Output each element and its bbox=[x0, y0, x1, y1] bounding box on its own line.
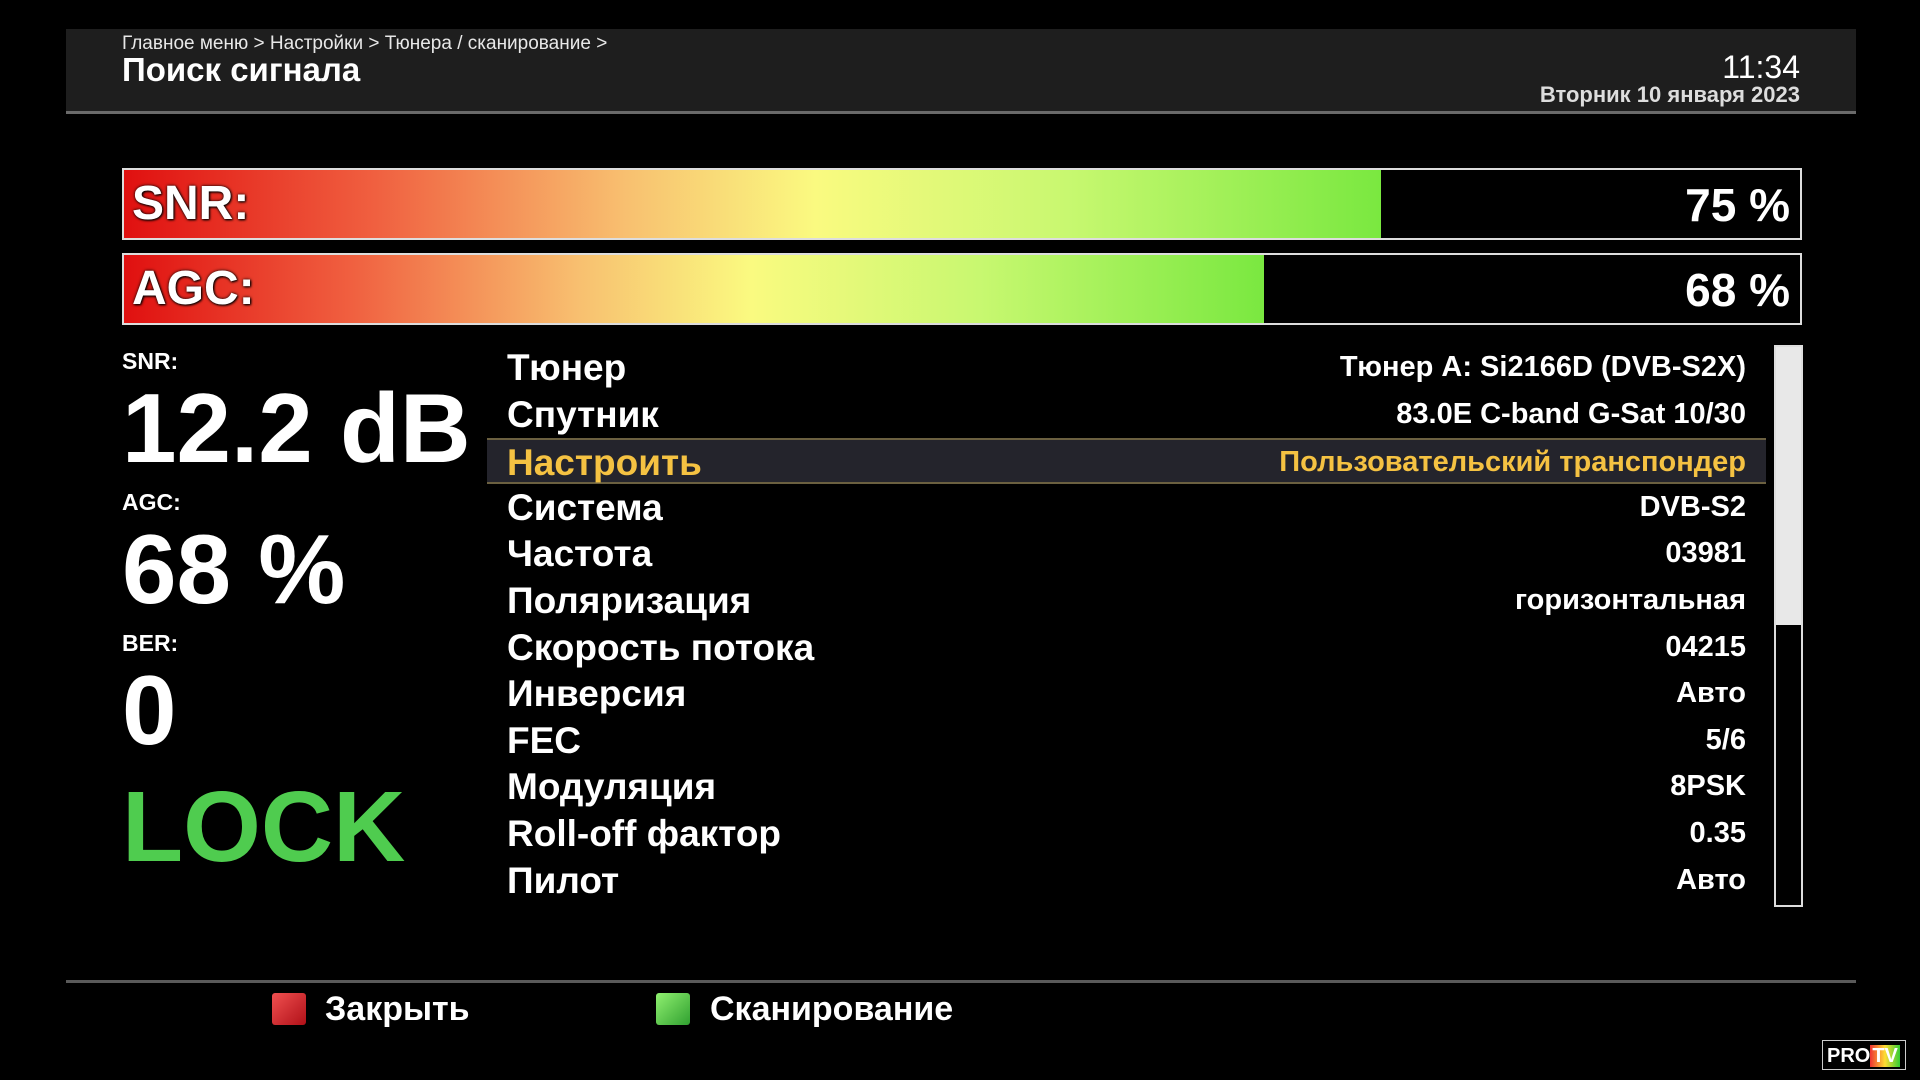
agc-bar-value: 68 % bbox=[1685, 264, 1790, 316]
snr-bar: SNR: 75 % bbox=[122, 168, 1802, 240]
snr-bar-label: SNR: bbox=[132, 177, 250, 230]
setting-label: Поляризация bbox=[507, 580, 752, 621]
setting-row[interactable]: Модуляция 8PSK bbox=[487, 764, 1766, 810]
setting-value: 5/6 bbox=[1705, 723, 1746, 756]
setting-row[interactable]: Roll-off фактор 0.35 bbox=[487, 811, 1766, 857]
setting-row[interactable]: Инверсия Авто bbox=[487, 671, 1766, 717]
header-bar: Главное меню > Настройки > Тюнера / скан… bbox=[66, 29, 1856, 114]
setting-value: 03981 bbox=[1665, 537, 1746, 570]
setting-row[interactable]: Настроить Пользовательский транспондер bbox=[487, 438, 1766, 485]
snr-bar-fill bbox=[124, 170, 1381, 238]
ber-value: 0 bbox=[122, 655, 177, 765]
setting-value: Авто bbox=[1676, 863, 1746, 896]
snr-value: 12.2 dB bbox=[122, 373, 471, 483]
clock-time: 11:34 bbox=[1722, 49, 1800, 85]
setting-value: Пользовательский транспондер bbox=[1279, 446, 1746, 479]
watermark-logo: PRO TV bbox=[1822, 1040, 1906, 1070]
red-key-icon bbox=[272, 993, 306, 1025]
agc-bar: AGC: 68 % bbox=[122, 253, 1802, 325]
green-key-icon bbox=[656, 993, 690, 1025]
scrollbar-thumb[interactable] bbox=[1776, 347, 1801, 625]
agc-bar-fill bbox=[124, 255, 1264, 323]
setting-label: Модуляция bbox=[507, 766, 717, 808]
setting-label: Инверсия bbox=[507, 673, 687, 715]
setting-value: Авто bbox=[1676, 677, 1746, 710]
setting-value: горизонтальная bbox=[1514, 584, 1746, 616]
breadcrumb: Главное меню > Настройки > Тюнера / скан… bbox=[122, 33, 608, 54]
ber-label: BER: bbox=[122, 630, 179, 656]
agc-label: AGC: bbox=[122, 489, 181, 515]
setting-label: Пилот bbox=[507, 859, 620, 901]
setting-row[interactable]: Пилот Авто bbox=[487, 858, 1766, 904]
setting-value: 04215 bbox=[1665, 630, 1746, 663]
lock-status: LOCK bbox=[122, 771, 406, 883]
setting-row[interactable]: Скорость потока 04215 bbox=[487, 625, 1766, 671]
setting-label: Roll-off фактор bbox=[507, 813, 782, 854]
setting-value: Тюнер A: Si2166D (DVB-S2X) bbox=[1339, 351, 1746, 383]
setting-label: Система bbox=[507, 486, 663, 528]
setting-row[interactable]: Поляризация горизонтальная bbox=[487, 578, 1766, 624]
setting-row[interactable]: Спутник 83.0E C-band G-Sat 10/30 bbox=[487, 392, 1766, 438]
setting-value: DVB-S2 bbox=[1639, 490, 1746, 523]
page-title: Поиск сигнала bbox=[122, 51, 361, 88]
setting-label: Частота bbox=[507, 533, 653, 575]
agc-value: 68 % bbox=[122, 514, 346, 624]
agc-bar-label: AGC: bbox=[132, 262, 255, 315]
snr-bar-value: 75 % bbox=[1685, 179, 1790, 231]
setting-row[interactable]: FEC 5/6 bbox=[487, 718, 1766, 764]
snr-label: SNR: bbox=[122, 348, 179, 374]
setting-label: Тюнер bbox=[507, 347, 627, 388]
close-button[interactable]: Закрыть bbox=[325, 990, 470, 1028]
setting-value: 0.35 bbox=[1689, 817, 1746, 849]
setting-row[interactable]: Система DVB-S2 bbox=[487, 485, 1766, 531]
setting-label: Скорость потока bbox=[507, 626, 815, 668]
setting-label: Настроить bbox=[507, 442, 702, 484]
clock-date: Вторник 10 января 2023 bbox=[1539, 82, 1800, 107]
setting-label: FEC bbox=[507, 719, 581, 761]
setting-row[interactable]: Частота 03981 bbox=[487, 531, 1766, 577]
setting-value: 83.0E C-band G-Sat 10/30 bbox=[1396, 397, 1746, 430]
setting-row[interactable]: Тюнер Тюнер A: Si2166D (DVB-S2X) bbox=[487, 345, 1766, 391]
setting-value: 8PSK bbox=[1670, 770, 1746, 803]
footer-divider bbox=[66, 980, 1856, 983]
scrollbar[interactable] bbox=[1774, 345, 1803, 907]
scan-button[interactable]: Сканирование bbox=[710, 990, 954, 1028]
setting-label: Спутник bbox=[507, 393, 659, 435]
